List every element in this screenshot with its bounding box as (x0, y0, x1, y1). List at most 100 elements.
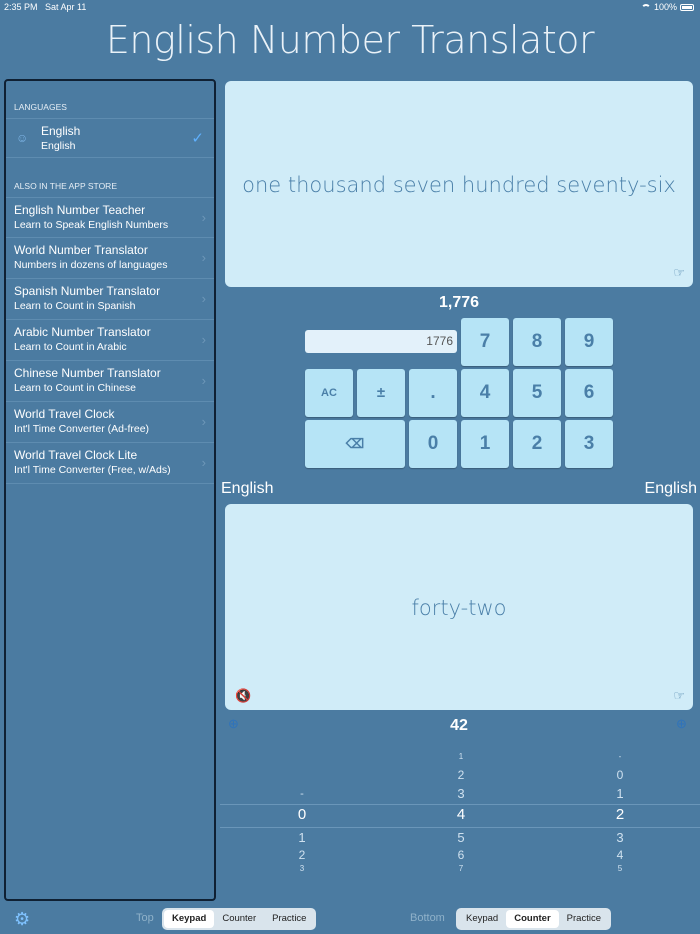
store-item-subtitle: Learn to Count in Chinese (14, 382, 136, 394)
store-item-title: Chinese Number Translator (14, 366, 161, 380)
language-native-name: English (41, 140, 76, 152)
picker-value: 4 (616, 848, 624, 862)
status-time: 2:35 PM (4, 2, 38, 12)
counter-picker[interactable]: - 0 1 2 3 1 2 3 4 5 6 7 - 0 1 2 3 4 5 (220, 748, 700, 878)
key-6[interactable]: 6 (565, 369, 613, 417)
store-item-title: Arabic Number Translator (14, 325, 151, 339)
key-0[interactable]: 0 (409, 420, 457, 468)
picker-value: 3 (299, 864, 305, 873)
picker-value: 3 (457, 786, 465, 801)
top-segment-counter[interactable]: Counter (222, 913, 257, 924)
picker-value: 3 (616, 830, 624, 845)
bottom-segment-keypad[interactable]: Keypad (466, 913, 499, 924)
ear-icon[interactable]: ☞ (673, 688, 685, 703)
backspace-button[interactable]: ⌫ (305, 420, 405, 468)
picker-value: 1 (298, 830, 306, 845)
mute-icon[interactable]: 🔇 (235, 688, 252, 703)
chevron-right-icon: › (201, 250, 206, 265)
picker-value: 7 (458, 864, 464, 873)
languages-header: LANGUAGES (14, 102, 67, 112)
bottom-words: forty-two (411, 596, 507, 620)
key-1[interactable]: 1 (461, 420, 509, 468)
store-item-chinese-number-translator[interactable]: Chinese Number Translator Learn to Count… (6, 361, 214, 402)
backspace-icon: ⌫ (345, 436, 365, 451)
key-ac[interactable]: AC (305, 369, 353, 417)
sidebar: LANGUAGES ☺ English English ✓ ALSO IN TH… (4, 79, 216, 901)
store-item-title: World Number Translator (14, 243, 148, 257)
bottom-toolbar: ⚙ Top Keypad Counter Practice Bottom Key… (0, 904, 700, 934)
top-words: one thousand seven hundred seventy-six (242, 173, 676, 197)
top-segment-keypad[interactable]: Keypad (164, 910, 215, 928)
picker-value: 0 (616, 768, 624, 782)
picker-value: - (618, 752, 622, 761)
wifi-icon (640, 3, 651, 11)
language-row-english[interactable]: ☺ English English ✓ (6, 118, 214, 158)
store-item-world-travel-clock-lite[interactable]: World Travel Clock Lite Int'l Time Conve… (6, 443, 214, 484)
store-header: ALSO IN THE APP STORE (14, 181, 117, 191)
picker-value: 1 (458, 752, 464, 761)
bottom-mode-label: Bottom (410, 912, 445, 924)
picker-value: 2 (457, 768, 465, 782)
key-plus-minus[interactable]: ± (357, 369, 405, 417)
top-translation-panel[interactable]: one thousand seven hundred seventy-six ☞ (225, 81, 693, 287)
picker-value: - (300, 788, 304, 800)
store-item-arabic-number-translator[interactable]: Arabic Number Translator Learn to Count … (6, 320, 214, 361)
bottom-segment-counter[interactable]: Counter (506, 910, 559, 928)
store-item-subtitle: Learn to Count in Spanish (14, 300, 136, 312)
status-date: Sat Apr 11 (45, 2, 87, 12)
store-item-world-number-translator[interactable]: World Number Translator Numbers in dozen… (6, 238, 214, 279)
picker-value: 6 (457, 848, 465, 862)
left-language-label[interactable]: English (221, 480, 274, 497)
top-mode-label: Top (136, 912, 154, 924)
add-left-icon[interactable]: ⊕ (228, 716, 239, 731)
store-item-title: English Number Teacher (14, 203, 146, 217)
status-bar: 2:35 PM Sat Apr 11 100% (0, 0, 700, 14)
chevron-right-icon: › (201, 210, 206, 225)
bottom-number: 42 (450, 717, 468, 734)
store-item-subtitle: Int'l Time Converter (Free, w/Ads) (14, 464, 171, 476)
store-item-subtitle: Learn to Count in Arabic (14, 341, 127, 353)
picker-value: 4 (456, 806, 466, 823)
top-number: 1,776 (438, 294, 480, 311)
keypad-display[interactable]: 1776 (305, 330, 457, 353)
top-mode-segmented-control[interactable]: Keypad Counter Practice (162, 908, 317, 930)
gear-icon[interactable]: ⚙ (14, 909, 31, 929)
key-4[interactable]: 4 (461, 369, 509, 417)
key-8[interactable]: 8 (513, 318, 561, 366)
language-name: English (41, 124, 81, 138)
battery-percent: 100% (653, 2, 677, 12)
top-segment-practice[interactable]: Practice (272, 913, 307, 924)
bottom-mode-segmented-control[interactable]: Keypad Counter Practice (456, 908, 611, 930)
store-item-title: Spanish Number Translator (14, 284, 161, 298)
picker-value: 5 (457, 830, 465, 845)
battery-icon (680, 3, 694, 11)
bottom-segment-practice[interactable]: Practice (566, 913, 601, 924)
add-right-icon[interactable]: ⊕ (676, 716, 687, 731)
ear-icon[interactable]: ☞ (673, 265, 685, 280)
store-item-english-number-teacher[interactable]: English Number Teacher Learn to Speak En… (6, 197, 214, 238)
key-9[interactable]: 9 (565, 318, 613, 366)
bottom-translation-panel[interactable]: forty-two 🔇 ☞ (225, 504, 693, 710)
right-language-label[interactable]: English (644, 480, 697, 497)
picker-value: 2 (298, 848, 306, 862)
key-5[interactable]: 5 (513, 369, 561, 417)
key-2[interactable]: 2 (513, 420, 561, 468)
store-item-title: World Travel Clock (14, 407, 115, 421)
key-3[interactable]: 3 (565, 420, 613, 468)
store-item-subtitle: Numbers in dozens of languages (14, 259, 168, 271)
chevron-right-icon: › (201, 373, 206, 388)
chevron-right-icon: › (201, 455, 206, 470)
store-item-title: World Travel Clock Lite (14, 448, 138, 462)
key-decimal[interactable]: . (409, 369, 457, 417)
picker-value: 0 (297, 806, 307, 823)
picker-value: 1 (616, 786, 624, 801)
chevron-right-icon: › (201, 414, 206, 429)
store-item-subtitle: Int'l Time Converter (Ad-free) (14, 423, 150, 435)
key-7[interactable]: 7 (461, 318, 509, 366)
store-item-world-travel-clock[interactable]: World Travel Clock Int'l Time Converter … (6, 402, 214, 443)
ear-icon: ☺ (16, 131, 29, 145)
app-title: English Number Translator (105, 18, 595, 62)
store-item-spanish-number-translator[interactable]: Spanish Number Translator Learn to Count… (6, 279, 214, 320)
picker-value: 5 (617, 864, 623, 873)
status-right: 100% (640, 2, 694, 12)
